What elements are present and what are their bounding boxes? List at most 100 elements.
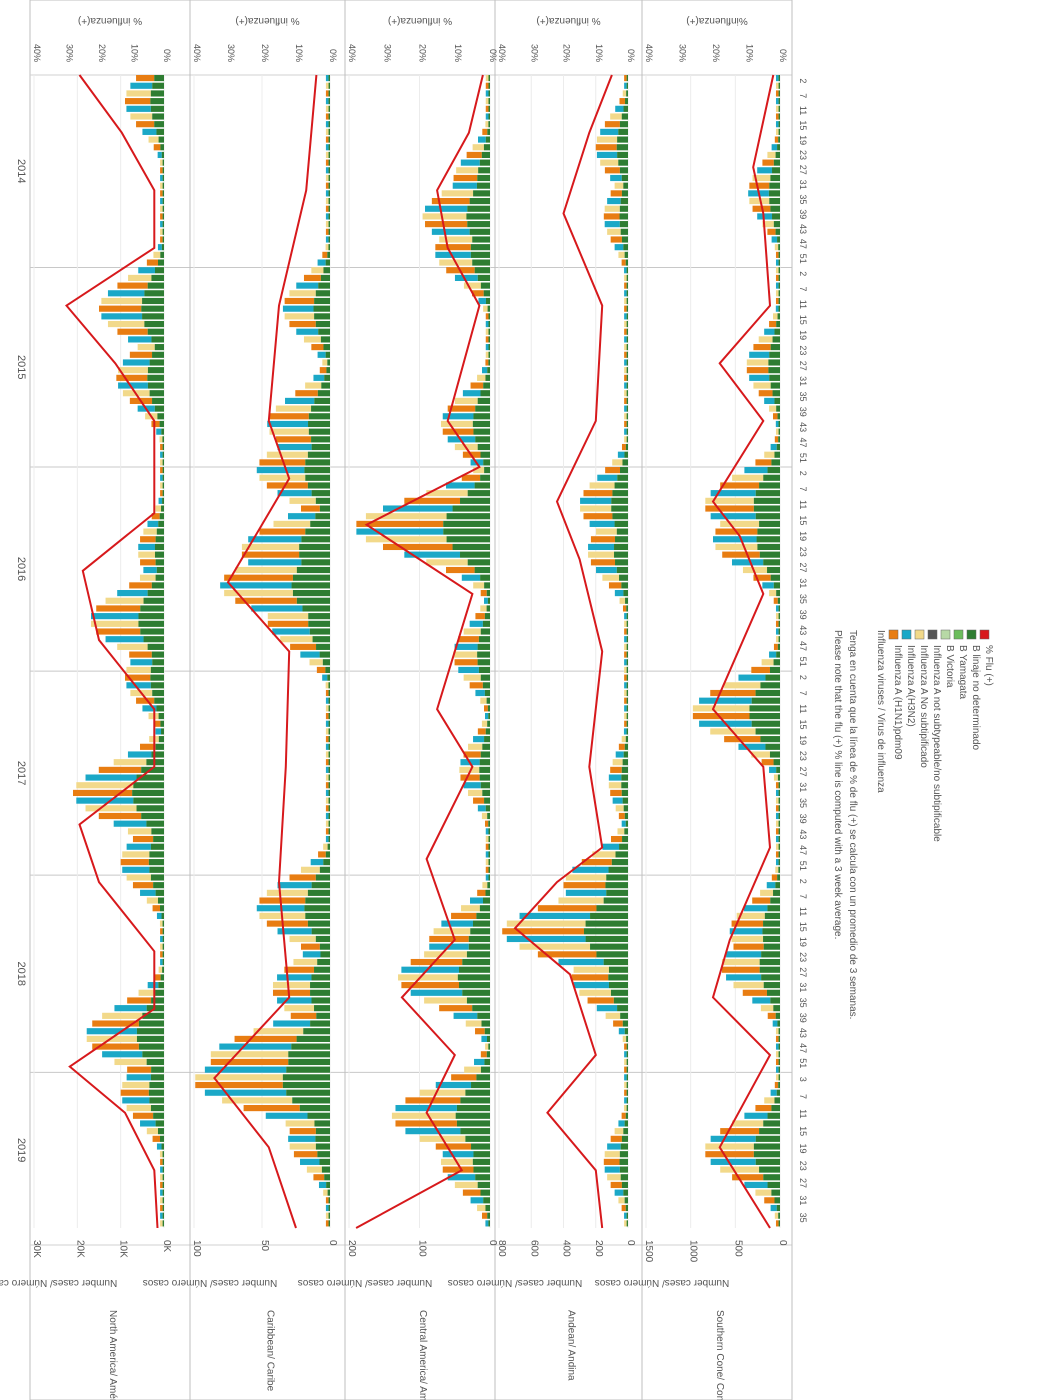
- case-bar-b: [296, 597, 330, 604]
- case-bar: [383, 543, 453, 551]
- case-bar: [126, 843, 151, 850]
- case-bar: [91, 613, 139, 620]
- case-bar-b: [623, 1128, 628, 1135]
- case-bar-b: [626, 605, 628, 612]
- case-bar-b: [622, 797, 628, 804]
- case-bar-b: [321, 1166, 330, 1173]
- case-bar-b: [619, 1151, 628, 1158]
- case-bar: [76, 797, 134, 804]
- case-bar: [138, 551, 155, 558]
- case-bar-b: [480, 1066, 490, 1073]
- case-bar-b: [317, 390, 330, 397]
- case-bar: [624, 1081, 627, 1089]
- case-bar: [624, 75, 627, 82]
- case-bar-b: [152, 397, 164, 404]
- case-bar-b: [162, 459, 164, 466]
- pct-tick-label: 0%: [328, 49, 338, 62]
- case-bar: [624, 636, 627, 643]
- case-bar: [454, 274, 478, 282]
- case-bar-b: [774, 451, 780, 458]
- case-bar: [474, 1058, 485, 1066]
- case-bar: [195, 1081, 283, 1089]
- case-bar: [293, 958, 318, 966]
- case-bar: [105, 636, 144, 643]
- case-bar-b: [307, 451, 330, 458]
- case-bar: [466, 151, 482, 159]
- case-bar: [325, 835, 329, 843]
- legend-label: B Yamagata: [957, 645, 968, 700]
- case-bar-b: [755, 1158, 780, 1165]
- case-bar-b: [763, 1120, 780, 1127]
- case-bar: [114, 1058, 147, 1066]
- case-bar: [102, 1051, 143, 1058]
- case-bar: [96, 628, 141, 635]
- case-bar: [128, 274, 152, 282]
- case-bar-b: [315, 874, 330, 881]
- case-bar: [442, 1166, 474, 1173]
- case-bar: [157, 151, 162, 159]
- case-bar: [356, 528, 444, 535]
- case-bar: [139, 574, 156, 581]
- case-bar-b: [292, 1097, 330, 1104]
- case-bar-b: [778, 828, 780, 835]
- case-bar-b: [478, 636, 490, 643]
- case-bar: [160, 451, 163, 458]
- y-tick-label: 50: [259, 1240, 270, 1252]
- case-bar-b: [626, 359, 628, 366]
- week-tick-label: 11: [798, 500, 808, 509]
- week-tick-label: 47: [798, 641, 808, 651]
- case-bar: [160, 205, 163, 212]
- case-bar: [485, 859, 489, 866]
- case-bar: [160, 1158, 163, 1165]
- case-bar-b: [328, 1212, 330, 1219]
- case-bar-b: [328, 682, 330, 689]
- case-bar-b: [162, 467, 164, 474]
- case-bar-b: [162, 1158, 164, 1165]
- case-bar-b: [616, 566, 628, 574]
- case-bar: [596, 136, 618, 143]
- case-bar-b: [623, 805, 628, 812]
- case-bar-b: [778, 290, 780, 297]
- y-axis-label: Number cases/ Número casos: [143, 1277, 278, 1288]
- case-bar-b: [301, 559, 330, 566]
- case-bar-b: [773, 221, 780, 228]
- case-bar: [604, 1166, 620, 1173]
- case-bar: [590, 559, 616, 566]
- year-label: 2014: [15, 159, 27, 183]
- case-bar: [621, 259, 626, 266]
- case-bar: [762, 582, 774, 589]
- case-bar-b: [310, 1020, 330, 1027]
- week-tick-label: 47: [798, 845, 808, 855]
- case-bar: [267, 613, 309, 620]
- case-bar-b: [624, 743, 628, 750]
- case-bar: [303, 274, 321, 282]
- panel-name: Andean/ Andina: [566, 1310, 577, 1381]
- case-bar-b: [162, 482, 164, 489]
- case-bar: [502, 928, 584, 935]
- case-bar: [600, 159, 619, 166]
- case-bar: [317, 259, 326, 266]
- case-bar-b: [626, 382, 628, 389]
- case-bar-b: [777, 313, 780, 320]
- case-bar: [624, 1058, 627, 1066]
- case-bar-b: [621, 1181, 628, 1189]
- case-bar-b: [476, 182, 490, 189]
- case-bar: [607, 197, 621, 205]
- case-bar-b: [626, 1089, 628, 1096]
- case-bar-b: [619, 213, 628, 220]
- case-bar-b: [328, 766, 330, 773]
- case-bar: [583, 490, 613, 497]
- case-bar: [116, 374, 148, 381]
- case-bar: [365, 513, 447, 520]
- week-tick-label: 43: [798, 224, 808, 234]
- case-bar-b: [778, 1028, 780, 1035]
- case-bar: [755, 1189, 772, 1196]
- case-bar: [485, 336, 489, 343]
- case-bar-b: [485, 297, 490, 305]
- case-bar-b: [162, 1181, 164, 1189]
- week-tick-label: 19: [798, 330, 808, 340]
- case-bar-b: [473, 413, 490, 420]
- case-bar-b: [778, 789, 780, 797]
- case-bar-b: [778, 98, 780, 105]
- case-bar-b: [309, 628, 330, 635]
